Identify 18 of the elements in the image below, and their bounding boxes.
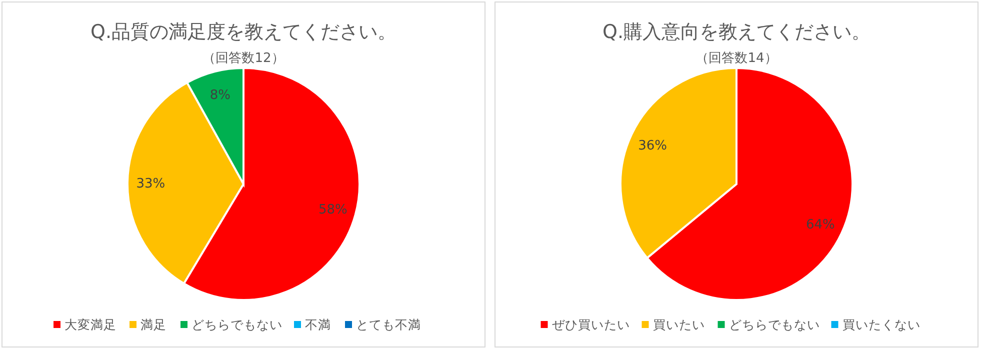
legend-label: とても不満 bbox=[356, 317, 421, 332]
legend-label: どちらでもない bbox=[192, 317, 282, 332]
chart-subtitle: （回答数12） bbox=[202, 51, 284, 66]
legend-label: どちらでもない bbox=[728, 317, 820, 332]
chart-title: Q.品質の満足度を教えてください。 bbox=[90, 21, 396, 43]
legend-label: ぜひ買いたい bbox=[552, 317, 630, 332]
chart-title: Q.購入意向を教えてください。 bbox=[602, 21, 870, 43]
legend-label: 買いたい bbox=[652, 317, 705, 332]
legend-label: 買いたくない bbox=[842, 317, 920, 332]
data-label: 33% bbox=[136, 176, 166, 192]
legend-label: 満足 bbox=[140, 317, 166, 332]
legend-label: 大変満足 bbox=[64, 317, 116, 332]
data-label: 64% bbox=[806, 218, 835, 233]
data-label: 36% bbox=[638, 138, 667, 154]
data-label: 8% bbox=[210, 88, 231, 104]
legend-label: 不満 bbox=[305, 317, 331, 332]
data-label: 58% bbox=[318, 202, 348, 218]
chart-subtitle: （回答数14） bbox=[696, 51, 778, 66]
